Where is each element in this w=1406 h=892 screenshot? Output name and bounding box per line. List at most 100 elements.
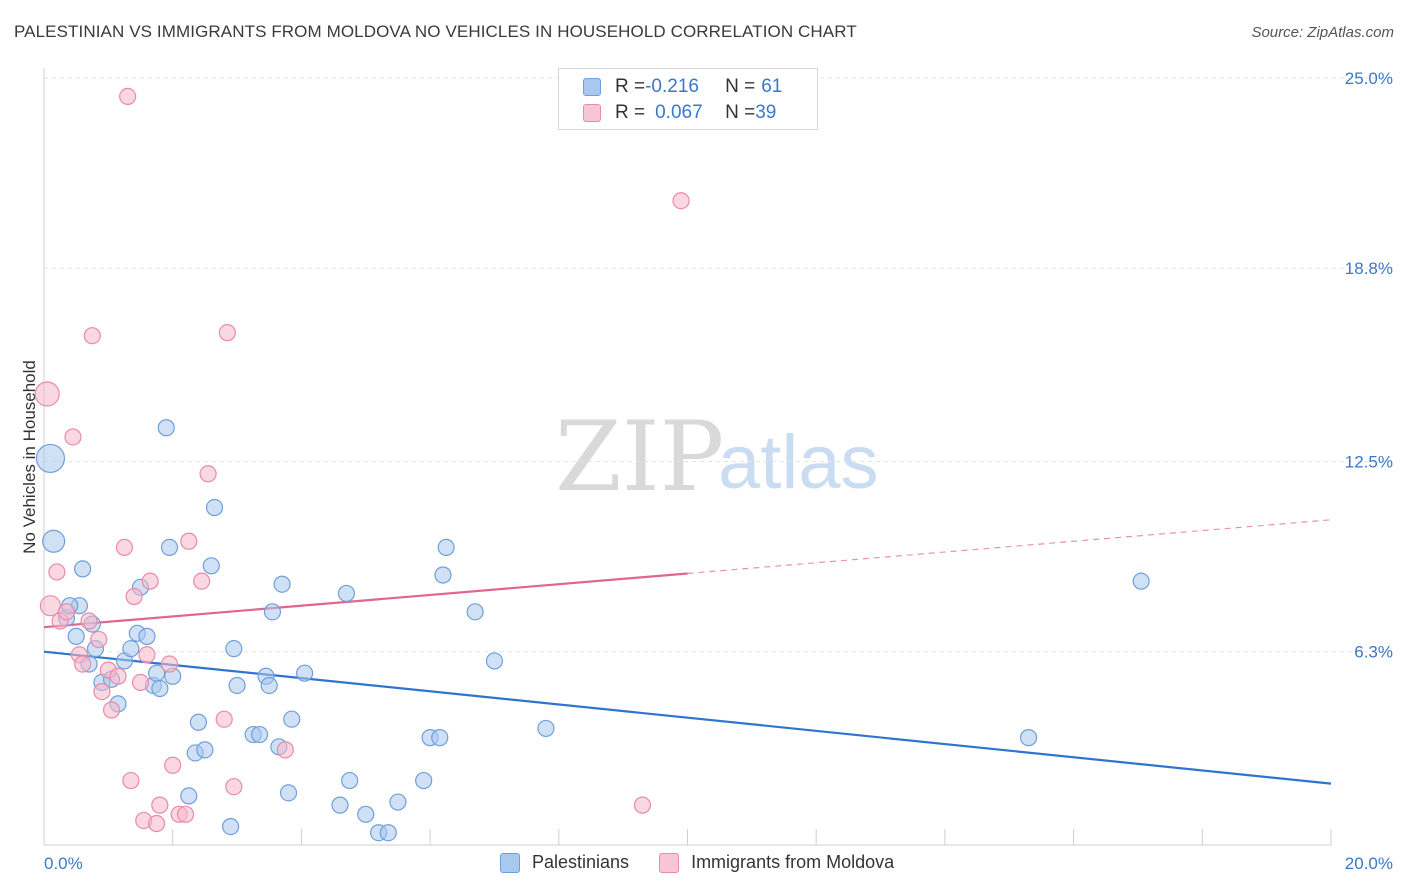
data-point-pink [119, 87, 137, 106]
r-label: R = [615, 102, 646, 123]
data-point-pink [141, 572, 159, 590]
data-point-blue [485, 652, 504, 670]
data-point-pink [122, 771, 140, 790]
data-point-pink [57, 603, 76, 621]
data-point-blue [537, 719, 555, 738]
data-point-blue [151, 679, 169, 698]
legend-label: Palestinians [532, 852, 630, 872]
r-value: 0.067 [655, 102, 703, 123]
data-point-blue [415, 771, 433, 790]
data-point-blue [205, 498, 224, 517]
data-point-blue [202, 557, 220, 575]
legend-swatch-pink [659, 852, 680, 873]
legend-row-moldova: R = 0.067 N = 39 [583, 101, 776, 125]
data-point-blue [379, 824, 397, 842]
data-point-pink [176, 805, 195, 823]
data-point-pink [633, 796, 652, 814]
data-point-blue [228, 676, 246, 695]
data-point-pink [125, 587, 143, 606]
x-tick-label: 0.0% [44, 854, 83, 873]
data-point-pink [225, 778, 243, 796]
data-point-blue [357, 805, 375, 823]
n-label: N = [725, 102, 756, 123]
data-point-pink [64, 428, 82, 446]
legend-swatch-pink [583, 104, 601, 122]
data-point-blue [466, 603, 484, 621]
watermark-zip: ZIP [555, 401, 724, 513]
y-tick-label: 12.5% [1345, 453, 1393, 472]
data-point-pink [199, 465, 217, 483]
y-tick-label: 6.3% [1354, 643, 1393, 662]
data-point-blue [250, 725, 269, 744]
data-point-blue [431, 729, 449, 747]
data-point-pink [34, 381, 60, 407]
trend-line-blue [43, 650, 1332, 785]
data-point-pink [180, 532, 198, 550]
legend-swatch-blue [583, 78, 601, 96]
data-point-blue [437, 538, 455, 557]
data-point-pink [83, 327, 101, 345]
y-tick-label: 18.8% [1345, 259, 1393, 278]
legend-swatch-blue [500, 852, 520, 873]
trend-line-pink [43, 572, 688, 629]
data-point-blue [122, 640, 140, 658]
data-point-blue [189, 713, 208, 731]
data-point-pink [90, 630, 108, 649]
data-point-pink [138, 646, 156, 664]
data-point-pink [151, 796, 169, 814]
data-point-blue [341, 771, 359, 790]
data-point-pink [215, 710, 233, 728]
legend-item-palestinians: Palestinians [500, 852, 629, 873]
legend-label: Immigrants from Moldova [691, 852, 895, 872]
data-point-pink [93, 682, 111, 701]
trend-line-dashed-pink [687, 519, 1332, 575]
data-point-pink [160, 655, 179, 673]
data-point-pink [218, 324, 236, 342]
data-point-blue [296, 664, 314, 682]
data-point-pink [48, 563, 66, 581]
data-point-pink [102, 701, 121, 719]
data-point-blue [260, 676, 278, 695]
data-point-pink [109, 667, 127, 685]
data-point-blue [157, 419, 175, 437]
data-point-pink [276, 741, 294, 759]
r-label: R = [615, 76, 646, 97]
series-legend: Palestinians Immigrants from Moldova [500, 852, 924, 873]
data-point-blue [196, 741, 214, 759]
data-point-pink [193, 572, 211, 590]
data-point-blue [74, 560, 92, 578]
correlation-legend: R = -0.216 N = 61 R = 0.067 N = 39 [558, 68, 818, 130]
data-point-blue [35, 443, 66, 474]
watermark-atlas: atlas [718, 420, 879, 505]
data-point-blue [160, 538, 179, 557]
data-point-pink [80, 612, 98, 630]
data-point-pink [115, 538, 134, 557]
data-point-pink [164, 756, 182, 774]
watermark: ZIP atlas [555, 401, 879, 513]
data-point-blue [263, 603, 282, 621]
data-point-blue [389, 793, 407, 811]
r-value: -0.216 [645, 76, 699, 97]
data-point-blue [331, 796, 349, 814]
x-tick-label: 20.0% [1345, 854, 1393, 873]
data-point-blue [337, 584, 356, 603]
n-value: 61 [761, 76, 783, 97]
n-value: 39 [755, 102, 777, 123]
data-point-blue [180, 787, 198, 805]
data-point-pink [39, 595, 62, 617]
data-point-blue [434, 566, 452, 584]
data-point-blue [283, 710, 301, 728]
data-point-blue [222, 817, 240, 836]
y-tick-label: 25.0% [1345, 69, 1393, 88]
chart-title: PALESTINIAN VS IMMIGRANTS FROM MOLDOVA N… [14, 22, 857, 41]
data-point-blue [279, 784, 298, 802]
data-point-blue [67, 627, 85, 645]
data-point-pink [672, 192, 690, 210]
data-point-blue [225, 640, 243, 658]
source-attribution: Source: ZipAtlas.com [1251, 24, 1394, 41]
legend-row-palestinians: R = -0.216 N = 61 [583, 75, 782, 99]
data-point-pink [131, 673, 150, 691]
data-point-blue [42, 529, 66, 553]
data-point-blue [138, 627, 156, 645]
